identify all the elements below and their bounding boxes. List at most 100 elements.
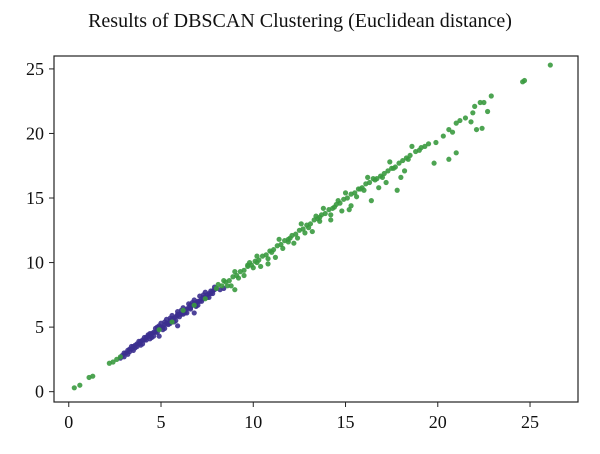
data-point — [162, 325, 168, 332]
data-point — [130, 347, 136, 353]
data-point — [180, 307, 186, 313]
data-point — [352, 190, 358, 196]
data-point — [254, 253, 260, 259]
chart-title: Results of DBSCAN Clustering (Euclidean … — [88, 10, 512, 32]
data-point — [114, 356, 120, 362]
data-point — [241, 272, 247, 279]
data-point — [433, 139, 439, 146]
x-tick-label: 20 — [429, 412, 447, 432]
y-tick-label: 20 — [26, 123, 44, 143]
data-point — [187, 302, 194, 308]
data-point — [300, 226, 306, 232]
plot-frame — [53, 55, 579, 403]
data-point — [128, 343, 135, 350]
data-point — [228, 283, 234, 289]
data-point — [151, 333, 157, 339]
data-point — [440, 133, 446, 139]
data-point — [335, 198, 341, 204]
data-point — [472, 103, 478, 109]
data-point — [449, 129, 456, 135]
y-tick-label: 10 — [26, 253, 44, 273]
data-point — [418, 145, 424, 151]
data-point — [368, 198, 374, 204]
data-point — [141, 334, 148, 341]
y-tick-label: 5 — [35, 317, 44, 337]
data-point — [298, 221, 304, 227]
data-point — [224, 283, 231, 289]
data-point — [383, 179, 389, 186]
data-point — [394, 187, 400, 193]
data-point — [90, 373, 96, 379]
data-point — [269, 249, 275, 255]
x-axis: 0 5 10 15 20 25 — [64, 402, 539, 432]
data-point — [117, 354, 124, 360]
data-point — [385, 168, 391, 174]
data-point — [481, 99, 487, 106]
x-tick-label: 0 — [64, 412, 73, 432]
data-point — [468, 119, 474, 125]
data-point — [169, 319, 175, 325]
data-point — [293, 231, 299, 237]
data-point — [180, 311, 186, 317]
data-point — [357, 186, 363, 192]
data-point — [365, 174, 371, 180]
data-point — [372, 177, 378, 183]
data-point — [401, 168, 408, 174]
data-point — [390, 165, 397, 171]
data-point — [446, 126, 452, 133]
data-point — [136, 338, 142, 344]
data-point — [265, 261, 271, 267]
data-point — [241, 267, 247, 273]
y-tick-label: 15 — [26, 188, 44, 208]
data-point — [276, 236, 282, 242]
data-point — [71, 385, 77, 391]
data-point — [187, 306, 194, 312]
x-tick-label: 25 — [521, 412, 539, 432]
data-point — [175, 311, 181, 317]
data-point — [307, 221, 314, 227]
data-point — [387, 159, 393, 165]
data-point — [302, 230, 308, 236]
data-point — [409, 143, 415, 149]
data-point — [215, 281, 221, 288]
data-point — [235, 275, 242, 281]
data-point — [547, 62, 553, 68]
data-point — [457, 117, 463, 124]
data-point — [484, 108, 491, 115]
data-point — [431, 160, 437, 166]
data-point — [156, 327, 162, 333]
data-point — [398, 174, 404, 180]
data-point — [291, 240, 297, 246]
data-point — [342, 190, 349, 196]
data-point — [462, 115, 469, 121]
data-point — [405, 156, 411, 162]
data-point — [258, 263, 264, 270]
data-point — [191, 310, 197, 316]
data-point — [353, 194, 360, 200]
data-point — [175, 323, 181, 329]
data-point — [263, 252, 269, 258]
data-point — [167, 315, 173, 321]
data-point — [470, 110, 476, 116]
data-point — [309, 228, 315, 235]
data-point — [250, 265, 256, 271]
data-point — [280, 245, 286, 251]
data-point — [265, 256, 271, 262]
data-point — [425, 141, 432, 147]
data-point — [246, 259, 253, 266]
data-point — [346, 207, 352, 213]
data-point — [232, 269, 238, 275]
x-tick-label: 5 — [157, 412, 166, 432]
data-point — [396, 160, 402, 166]
data-point — [407, 152, 413, 159]
data-point — [328, 212, 334, 218]
data-point — [232, 287, 238, 293]
data-point — [477, 99, 483, 106]
x-tick-label: 15 — [337, 412, 355, 432]
data-point — [272, 254, 279, 260]
data-point — [213, 285, 219, 291]
data-point — [278, 241, 284, 248]
data-point — [226, 278, 232, 284]
data-point — [331, 204, 338, 210]
